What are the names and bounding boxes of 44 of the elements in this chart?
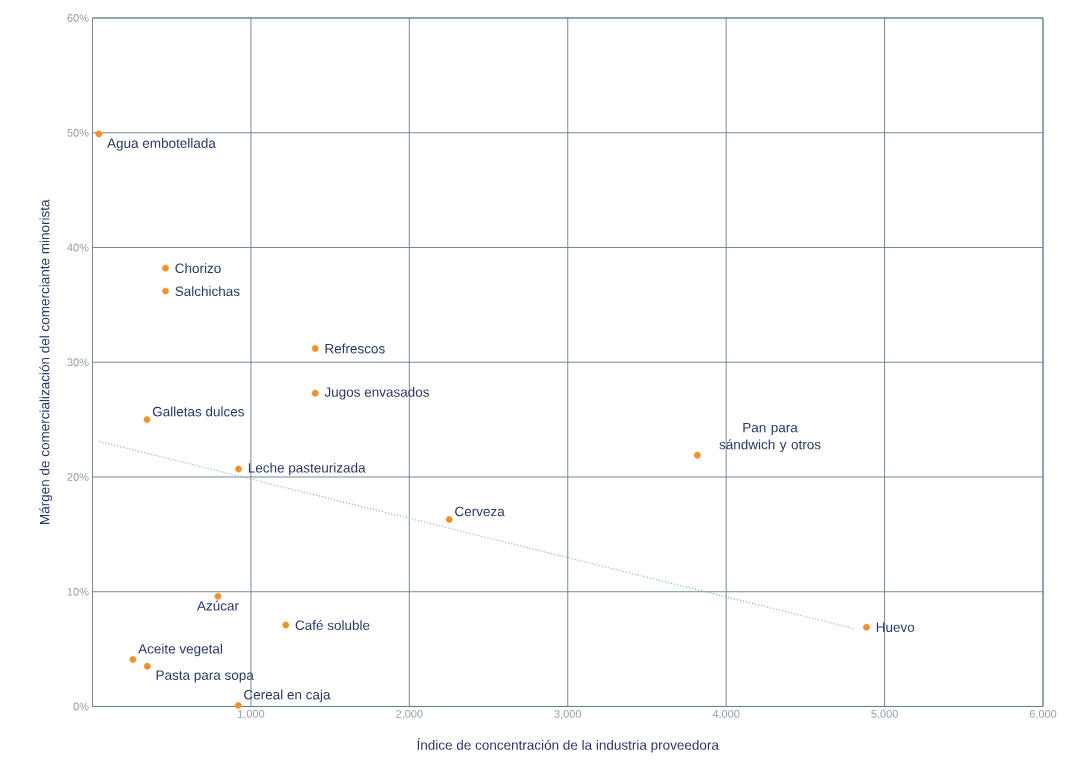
x-tick-label: 5,000	[871, 710, 898, 720]
annotation: Refrescos	[325, 343, 385, 354]
annotation: Agua embotellada	[107, 138, 216, 151]
point	[162, 287, 169, 295]
point	[129, 656, 137, 663]
x-tick-label: 1,000	[237, 710, 265, 720]
point	[693, 451, 701, 459]
annotation: Leche pasteurizada	[248, 462, 366, 476]
point	[143, 416, 151, 424]
x-axis-title: Índice de concentración de la industria proveedora	[417, 737, 719, 753]
y-tick-label: 40%	[67, 243, 89, 252]
point	[234, 701, 242, 709]
annotation: Jugos envasados	[324, 386, 429, 400]
x-tick-label: 2,000	[396, 710, 423, 720]
x-tick-label: 6,000	[1029, 710, 1057, 720]
y-tick-label: 60%	[67, 14, 89, 22]
annotation: Pan para sándwich y otros	[719, 422, 821, 452]
x-tick-label: 3,000	[554, 710, 582, 720]
point	[445, 516, 453, 523]
point	[162, 264, 169, 272]
annotation: Pasta para sopa	[156, 670, 254, 683]
annotation: Cereal en caja	[244, 689, 331, 703]
annotation: Café soluble	[295, 619, 370, 631]
y-tick-label: 50%	[67, 128, 89, 137]
y-tick-label: 0%	[73, 702, 89, 711]
point	[311, 345, 319, 352]
point	[95, 130, 103, 138]
y-tick-label: 30%	[67, 358, 89, 367]
point	[282, 621, 290, 629]
point	[235, 465, 242, 473]
annotation: Aceite vegetal	[138, 643, 222, 657]
annotation: Galletas dulces	[152, 406, 244, 417]
y-axis-title: Márgen de comercialización del comerciante minorista	[39, 199, 53, 524]
annotation: Cerveza	[455, 506, 505, 517]
point	[863, 623, 870, 631]
point	[214, 592, 222, 600]
annotation: Azúcar	[197, 600, 239, 611]
point	[311, 389, 319, 397]
point	[143, 662, 151, 670]
y-tick-label: 10%	[67, 587, 89, 596]
annotation: Chorizo	[175, 263, 221, 274]
x-tick-label: 4,000	[712, 710, 740, 720]
y-tick-label: 20%	[67, 473, 89, 481]
annotation: Salchichas	[175, 286, 240, 297]
